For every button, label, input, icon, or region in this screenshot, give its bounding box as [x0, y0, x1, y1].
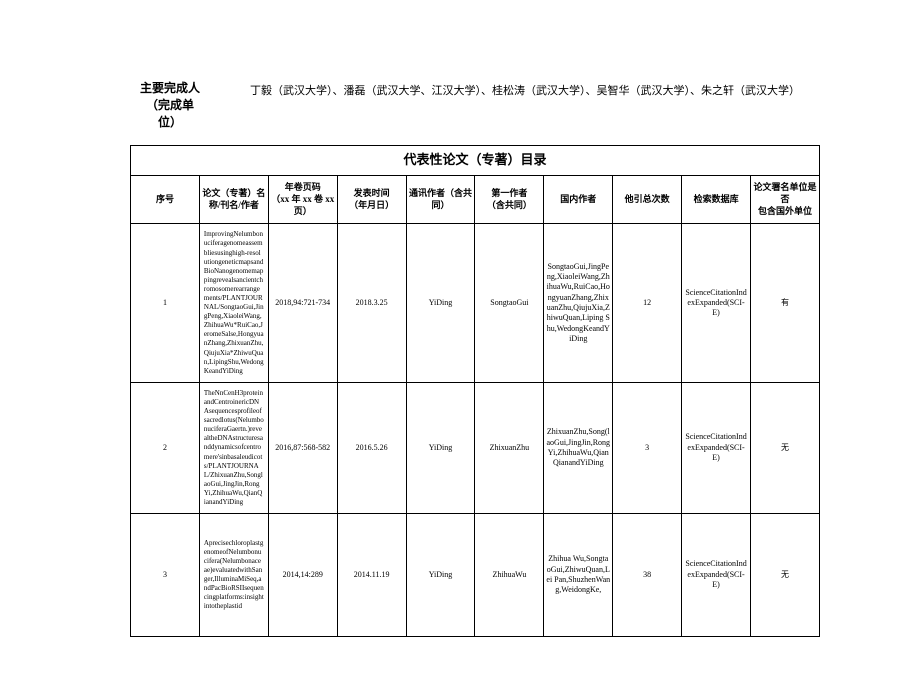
header-label-line3: 位） — [130, 114, 210, 131]
header-label: 主要完成人 （完成单 位） — [130, 80, 210, 130]
cell-date: 2014.11.19 — [337, 514, 406, 637]
cell-title: AprecisechloroplastgenomeofNelumbonucife… — [199, 514, 268, 637]
cell-corr: YiDing — [406, 224, 475, 383]
header-label-line2: （完成单 — [130, 97, 210, 114]
cell-foreign: 有 — [751, 224, 820, 383]
cell-first: SongtaoGui — [475, 224, 544, 383]
col-corr: 通讯作者（含共 同） — [406, 176, 475, 224]
col-vol: 年卷页码 （xx 年 xx 卷 xx 页） — [268, 176, 337, 224]
cell-vol: 2018,94:721-734 — [268, 224, 337, 383]
cell-title: ImprovingNelumbonuciferagenomeassemblies… — [199, 224, 268, 383]
cell-database: ScienceCitationIndexExpanded(SCI-E) — [682, 382, 751, 513]
cell-foreign: 无 — [751, 382, 820, 513]
col-database: 检索数据库 — [682, 176, 751, 224]
table-row: 3 AprecisechloroplastgenomeofNelumbonuci… — [131, 514, 820, 637]
cell-citations: 3 — [613, 382, 682, 513]
cell-seq: 2 — [131, 382, 200, 513]
cell-corr: YiDing — [406, 382, 475, 513]
table-header-row: 序号 论文（专著）名称/刊名/作者 年卷页码 （xx 年 xx 卷 xx 页） … — [131, 176, 820, 224]
cell-domestic: Zhihua Wu,SongtaoGui,ZhiwuQuan,Lei Pan,S… — [544, 514, 613, 637]
cell-domestic: ZhixuanZhu,Song(laoGui,JingJin,RongYi,Zh… — [544, 382, 613, 513]
cell-foreign: 无 — [751, 514, 820, 637]
cell-vol: 2016,87:568-582 — [268, 382, 337, 513]
cell-seq: 3 — [131, 514, 200, 637]
cell-domestic: SongtaoGui,JingPeng,XiaoleiWang,ZhihuaWu… — [544, 224, 613, 383]
papers-table: 代表性论文（专著）目录 序号 论文（专著）名称/刊名/作者 年卷页码 （xx 年… — [130, 145, 820, 637]
col-foreign: 论文署名单位是否 包含国外单位 — [751, 176, 820, 224]
cell-database: ScienceCitationIndexExpanded(SCI-E) — [682, 224, 751, 383]
cell-date: 2016.5.26 — [337, 382, 406, 513]
cell-vol: 2014,14:289 — [268, 514, 337, 637]
col-citations: 他引总次数 — [613, 176, 682, 224]
header-row: 主要完成人 （完成单 位） 丁毅（武汉大学）、潘磊（武汉大学、江汉大学）、桂松涛… — [130, 80, 820, 130]
table-row: 1 ImprovingNelumbonuciferagenomeassembli… — [131, 224, 820, 383]
cell-citations: 12 — [613, 224, 682, 383]
col-domestic: 国内作者 — [544, 176, 613, 224]
cell-database: ScienceCitationIndexExpanded(SCI-E) — [682, 514, 751, 637]
table-title: 代表性论文（专著）目录 — [131, 146, 820, 176]
col-title: 论文（专著）名称/刊名/作者 — [199, 176, 268, 224]
cell-first: ZhihuaWu — [475, 514, 544, 637]
col-seq: 序号 — [131, 176, 200, 224]
table-row: 2 TheNnCenH3proteinandCentroinericDNAseq… — [131, 382, 820, 513]
cell-title: TheNnCenH3proteinandCentroinericDNAseque… — [199, 382, 268, 513]
cell-date: 2018.3.25 — [337, 224, 406, 383]
cell-first: ZhixuanZhu — [475, 382, 544, 513]
cell-seq: 1 — [131, 224, 200, 383]
col-first: 第一作者 （含共同） — [475, 176, 544, 224]
cell-citations: 38 — [613, 514, 682, 637]
header-content: 丁毅（武汉大学）、潘磊（武汉大学、江汉大学）、桂松涛（武汉大学）、吴智华（武汉大… — [210, 80, 820, 98]
col-date: 发表时间 （年月日） — [337, 176, 406, 224]
header-label-line1: 主要完成人 — [130, 80, 210, 97]
cell-corr: YiDing — [406, 514, 475, 637]
